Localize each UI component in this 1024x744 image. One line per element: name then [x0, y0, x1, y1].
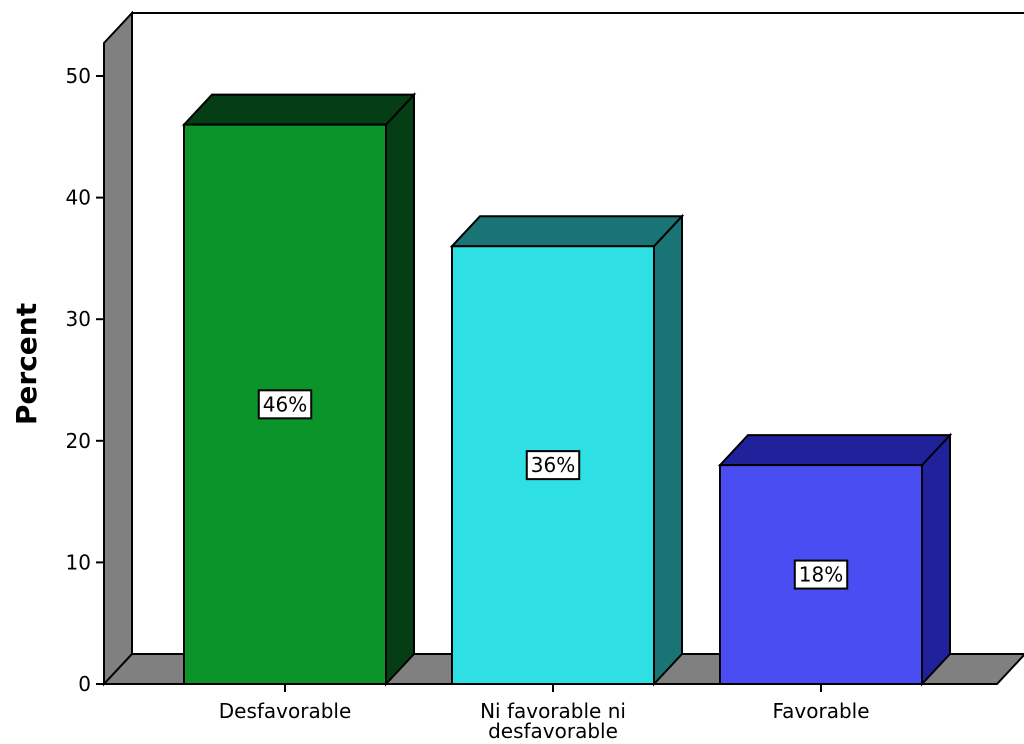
category-label-line: desfavorable — [488, 719, 618, 743]
data-label-3: 18% — [793, 559, 849, 590]
category-label-3: Favorable — [772, 699, 869, 723]
category-label-line: Ni favorable ni — [480, 699, 626, 723]
data-label-text: 36% — [531, 453, 575, 477]
data-label-text: 46% — [263, 392, 307, 416]
category-label-line: Favorable — [772, 699, 869, 723]
data-label-1: 46% — [257, 389, 313, 420]
data-label-2: 36% — [525, 450, 581, 481]
category-label-line: Desfavorable — [219, 699, 352, 723]
data-label-box — [525, 450, 581, 481]
y-axis-title: Percent — [10, 303, 43, 425]
bar-top — [181, 93, 417, 126]
y-tick-label-50: 50 — [66, 64, 91, 88]
y-tick-label-0: 0 — [78, 672, 91, 696]
data-labels: 46% 36% 18% — [257, 389, 849, 590]
x-axis: Desfavorable Ni favorable ni desfavorable F… — [96, 683, 997, 743]
y-tick-label-40: 40 — [66, 186, 91, 210]
side-wall — [103, 10, 133, 687]
data-label-box — [257, 389, 313, 420]
bar-1 — [181, 92, 417, 687]
y-tick-label-10: 10 — [66, 550, 91, 574]
category-label-1: Desfavorable — [219, 699, 352, 723]
data-label-text: 18% — [799, 563, 843, 587]
bar-2 — [449, 213, 685, 687]
bar-side — [921, 432, 951, 687]
y-tick-label-30: 30 — [66, 307, 91, 331]
bar-top — [717, 434, 953, 467]
bar-top — [449, 215, 685, 248]
y-axis: 0 10 20 30 40 50 — [66, 64, 105, 696]
bar-side — [653, 213, 683, 687]
data-label-box — [793, 559, 849, 590]
bar-side — [385, 92, 415, 687]
chart-bars — [181, 92, 953, 687]
y-tick-label-20: 20 — [66, 429, 91, 453]
category-label-2: Ni favorable ni desfavorable — [480, 699, 626, 743]
